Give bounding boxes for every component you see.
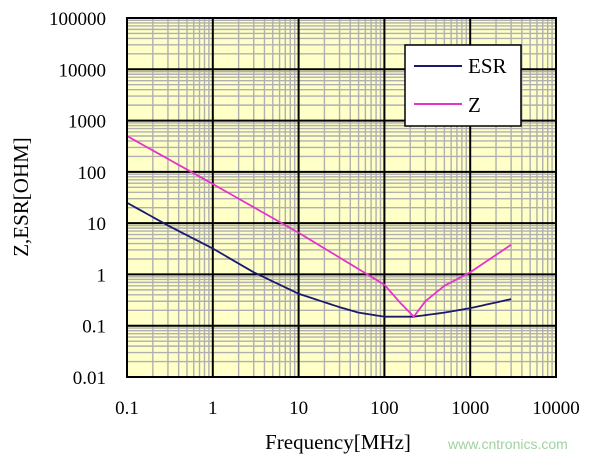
- x-tick-label: 100: [370, 398, 399, 419]
- x-tick-label: 10: [289, 398, 308, 419]
- legend-label-z: Z: [468, 93, 481, 117]
- series-line-esr: [126, 201, 512, 318]
- x-tick-label: 1: [208, 398, 218, 419]
- y-tick-label: 1000: [68, 112, 106, 133]
- series-lines: [126, 135, 512, 319]
- y-tick-label: 1: [97, 265, 107, 286]
- grid: [127, 18, 556, 377]
- plot-frame: [126, 17, 557, 378]
- y-tick-label: 0.01: [73, 368, 106, 389]
- x-tick-label: 1000: [451, 398, 489, 419]
- tick-labels: 0.1 1 10 100 1000 10000 0.01 0.1 1 10 100 1000 10000…: [49, 9, 580, 419]
- series-line-z: [126, 135, 512, 319]
- legend-label-esr: ESR: [468, 54, 507, 78]
- legend: ESR Z: [404, 44, 522, 127]
- watermark: www.cntronics.com: [448, 436, 568, 452]
- x-axis-label: Frequency[MHz]: [265, 430, 411, 454]
- y-tick-label: 10000: [59, 60, 107, 81]
- legend-box: [404, 44, 522, 127]
- x-tick-label: 10000: [532, 398, 580, 419]
- y-tick-label: 100: [78, 163, 107, 184]
- y-tick-label: 0.1: [82, 317, 106, 338]
- x-tick-label: 0.1: [115, 398, 139, 419]
- y-tick-label: 100000: [49, 9, 106, 30]
- y-tick-label: 10: [87, 214, 106, 235]
- y-axis-label: Z,ESR[OHM]: [9, 137, 33, 257]
